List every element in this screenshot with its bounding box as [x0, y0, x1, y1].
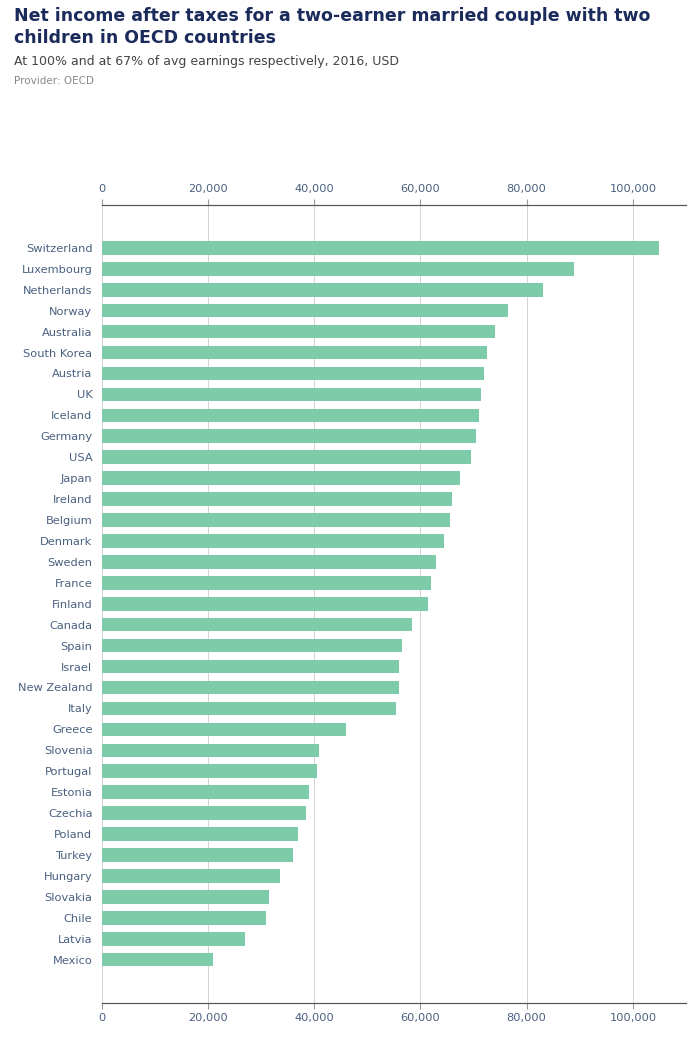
Bar: [102, 303, 508, 317]
Bar: [102, 680, 399, 694]
Bar: [102, 722, 346, 736]
Bar: [102, 534, 444, 548]
Bar: [102, 597, 428, 610]
Text: At 100% and at 67% of avg earnings respectively, 2016, USD: At 100% and at 67% of avg earnings respe…: [14, 55, 399, 67]
Bar: [102, 366, 484, 380]
Bar: [102, 952, 213, 966]
Bar: [102, 450, 471, 464]
Text: figure.nz: figure.nz: [570, 15, 644, 28]
Bar: [102, 869, 279, 883]
Bar: [102, 638, 402, 652]
Bar: [102, 890, 269, 904]
Bar: [102, 785, 309, 799]
Bar: [102, 387, 482, 401]
Bar: [102, 429, 476, 443]
Bar: [102, 617, 412, 631]
Bar: [102, 932, 245, 946]
Bar: [102, 408, 479, 422]
Bar: [102, 827, 298, 841]
Bar: [102, 345, 486, 359]
Text: Net income after taxes for a two-earner married couple with two: Net income after taxes for a two-earner …: [14, 7, 650, 25]
Bar: [102, 282, 542, 296]
Bar: [102, 513, 449, 527]
Bar: [102, 806, 306, 820]
Bar: [102, 471, 460, 485]
Bar: [102, 848, 293, 862]
Bar: [102, 324, 495, 338]
Bar: [102, 743, 319, 757]
Bar: [102, 555, 436, 569]
Bar: [102, 911, 266, 925]
Bar: [102, 764, 316, 778]
Text: children in OECD countries: children in OECD countries: [14, 29, 276, 47]
Bar: [102, 242, 659, 255]
Bar: [102, 701, 396, 715]
Bar: [102, 492, 452, 506]
Bar: [102, 659, 399, 673]
Bar: [102, 576, 431, 590]
Text: Provider: OECD: Provider: OECD: [14, 76, 94, 86]
Bar: [102, 261, 575, 275]
